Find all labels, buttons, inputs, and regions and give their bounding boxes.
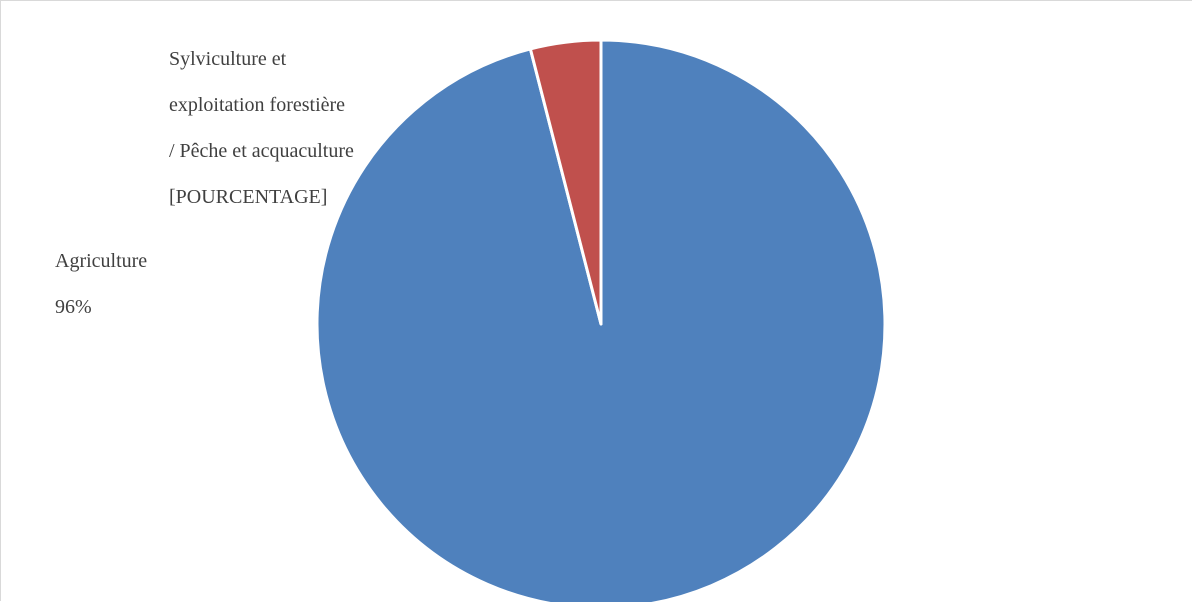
data-label-agriculture: Agriculture 96% [55,227,147,342]
pie-slice-sylviculture [528,38,603,326]
data-label-agriculture-value: 96% [55,296,92,318]
data-label-sylviculture-name-line-2: exploitation forestière [169,94,346,116]
data-label-agriculture-name: Agriculture [55,250,148,272]
data-label-sylviculture-value: [POURCENTAGE] [169,186,328,208]
pie-slice-agriculture [315,38,887,602]
data-label-sylviculture-name-line-1: Sylviculture et [169,48,287,70]
data-label-sylviculture-name-line-3: / Pêche et acquaculture [169,140,354,162]
data-label-sylviculture: Sylviculture et exploitation forestière … [169,25,409,232]
